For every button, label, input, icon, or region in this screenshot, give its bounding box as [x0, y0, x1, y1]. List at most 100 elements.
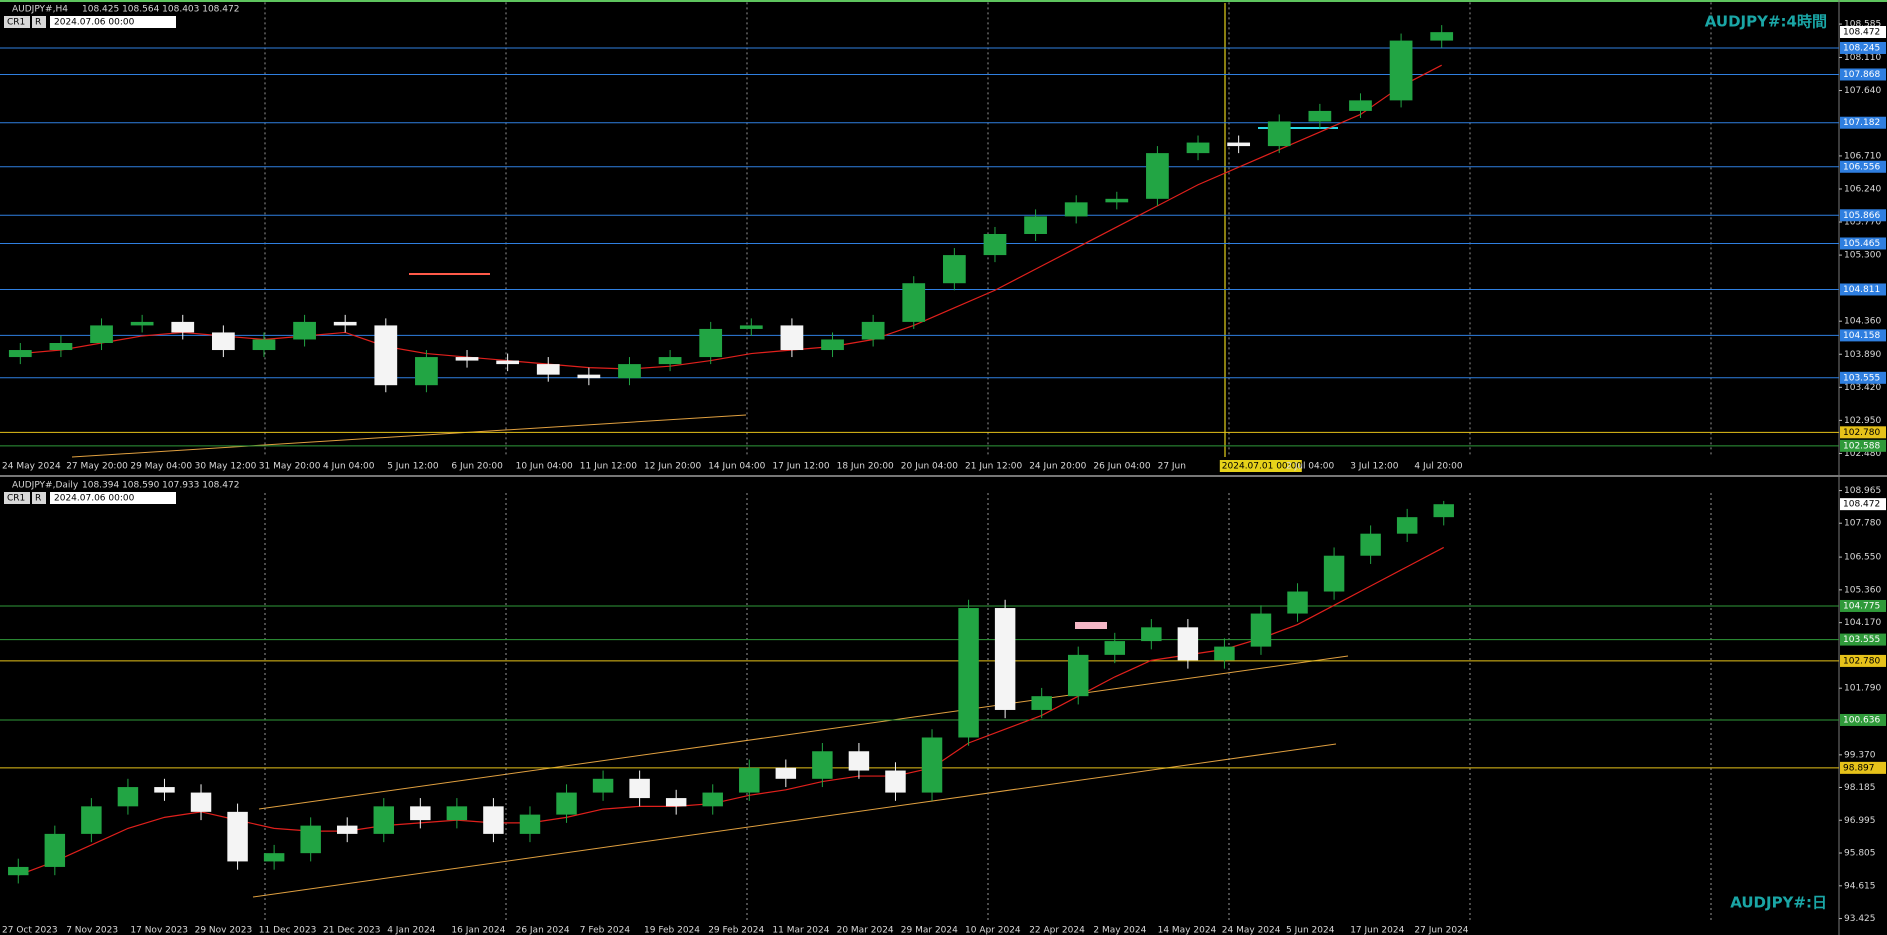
candle-body — [658, 357, 682, 365]
candle-body — [49, 342, 73, 351]
datetime: 2024.07.06 00:00 — [54, 18, 135, 28]
toolbar-label[interactable]: R — [35, 494, 41, 504]
candle-body — [1360, 533, 1381, 556]
ohlc-text: 108.394 108.590 107.933 108.472 — [82, 481, 239, 491]
y-tick-label: 106.710 — [1844, 151, 1881, 161]
y-tick-label: 99.370 — [1844, 750, 1876, 760]
toolbar-button[interactable] — [32, 492, 46, 504]
marker-box — [1075, 622, 1107, 629]
candle-body — [8, 866, 29, 876]
x-tick-label: 7 Feb 2024 — [580, 926, 631, 935]
x-tick-label: 21 Dec 2023 — [323, 926, 381, 935]
moving-average — [18, 546, 1445, 876]
candle-body — [1430, 32, 1454, 41]
candle-body — [1287, 591, 1308, 614]
x-tick-label: 11 Dec 2023 — [259, 926, 317, 935]
candle-body — [618, 364, 641, 379]
level-label-box — [1840, 41, 1886, 54]
moving-average — [20, 64, 1442, 370]
candle-body — [81, 806, 102, 834]
y-tick-label: 103.890 — [1844, 350, 1881, 360]
candle-body — [942, 255, 966, 284]
toolbar-button[interactable] — [4, 16, 30, 28]
candle-body — [519, 814, 541, 834]
level-label: 106.556 — [1843, 162, 1880, 172]
x-tick-label: 20 Jun 04:00 — [901, 462, 958, 472]
datetime-box — [50, 16, 176, 28]
candle-body — [1104, 641, 1126, 655]
candle-body — [90, 325, 113, 343]
candle-body — [1308, 110, 1332, 122]
candle-body — [211, 332, 235, 351]
y-tick-label: 105.300 — [1844, 251, 1881, 261]
level-label: 105.866 — [1843, 211, 1880, 221]
y-tick-label: 102.480 — [1844, 449, 1881, 459]
x-tick-label: 2024.07.01 00:00 — [1222, 462, 1303, 472]
x-tick-label: 29 May 04:00 — [130, 462, 192, 472]
level-label-box — [1840, 439, 1886, 452]
toolbar-label[interactable]: CR1 — [7, 18, 25, 28]
candle-body — [154, 787, 175, 793]
candle-body — [1031, 696, 1052, 710]
candle-body — [483, 806, 504, 834]
x-tick-label: 3 Jul 12:00 — [1350, 462, 1399, 472]
candle-body — [1250, 613, 1272, 647]
toolbar-button[interactable] — [4, 492, 30, 504]
level-label-box — [1840, 371, 1886, 384]
y-tick-label: 107.780 — [1844, 519, 1881, 529]
level-label: 102.588 — [1843, 441, 1880, 451]
candle-body — [227, 811, 248, 862]
level-label-box — [1840, 116, 1886, 129]
candle-body — [300, 825, 321, 854]
candle-body — [336, 825, 358, 834]
channel-line — [252, 743, 1337, 898]
toolbar-label[interactable]: CR1 — [7, 494, 25, 504]
level-label: 104.158 — [1843, 331, 1880, 341]
x-tick-label: 24 May 2024 — [2, 462, 61, 472]
level-label: 103.555 — [1843, 635, 1880, 645]
chart-label: AUDJPY#:4時間 — [1705, 13, 1827, 31]
level-label-box — [1840, 713, 1886, 726]
candle-body — [821, 339, 844, 351]
x-tick-label: 19 Feb 2024 — [644, 926, 700, 935]
candle-body — [333, 321, 357, 326]
candle-body — [374, 325, 398, 386]
candle-body — [775, 767, 797, 779]
toolbar-label[interactable]: R — [35, 18, 41, 28]
candle-body — [446, 806, 468, 821]
candle-body — [1349, 100, 1372, 111]
y-tick-label: 98.185 — [1844, 783, 1876, 793]
candle-body — [921, 737, 943, 793]
candle-body — [263, 853, 285, 862]
level-label-box — [1840, 237, 1886, 250]
x-tick-label: 24 May 2024 — [1222, 926, 1281, 935]
x-tick-label: 4 Jan 2024 — [387, 926, 435, 935]
candle-body — [1186, 142, 1210, 154]
y-tick-label: 105.770 — [1844, 218, 1881, 228]
candle-body — [848, 751, 870, 771]
y-tick-label: 106.550 — [1844, 553, 1881, 563]
level-label-box — [1840, 599, 1886, 612]
level-label: 98.897 — [1843, 763, 1875, 773]
x-tick-label: 18 Jun 20:00 — [837, 462, 894, 472]
datetime: 2024.07.06 00:00 — [54, 494, 135, 504]
level-label: 103.555 — [1843, 373, 1880, 383]
candle-body — [1214, 646, 1235, 661]
candle-body — [699, 328, 723, 358]
candle-body — [1433, 504, 1454, 518]
y-tick-label: 105.360 — [1844, 585, 1881, 595]
toolbar-button[interactable] — [32, 16, 46, 28]
x-label-highlight — [1219, 460, 1302, 472]
chart-label: AUDJPY#:日 — [1730, 894, 1827, 912]
last-price-label: 108.472 — [1843, 500, 1880, 510]
x-tick-label: 14 May 2024 — [1158, 926, 1217, 935]
y-tick-label: 101.790 — [1844, 684, 1881, 694]
x-tick-label: 27 Jun — [1158, 462, 1186, 472]
y-tick-label: 107.640 — [1844, 86, 1881, 96]
candle-body — [1323, 555, 1345, 592]
candle-body — [1146, 153, 1169, 199]
x-tick-label: 17 Jun 2024 — [1350, 926, 1404, 935]
level-label-box — [1840, 283, 1886, 296]
x-tick-label: 5 Jun 2024 — [1286, 926, 1335, 935]
